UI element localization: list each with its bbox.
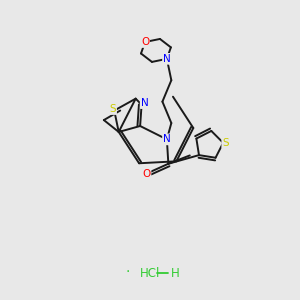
Text: S: S: [110, 104, 116, 114]
Text: S: S: [222, 138, 229, 148]
Text: H: H: [171, 267, 180, 280]
Text: N: N: [141, 98, 148, 108]
Text: HCl: HCl: [140, 267, 160, 280]
Text: N: N: [163, 134, 171, 144]
Text: O: O: [141, 37, 149, 47]
Text: O: O: [142, 169, 151, 178]
Text: N: N: [163, 54, 171, 64]
Text: ·: ·: [125, 265, 130, 279]
